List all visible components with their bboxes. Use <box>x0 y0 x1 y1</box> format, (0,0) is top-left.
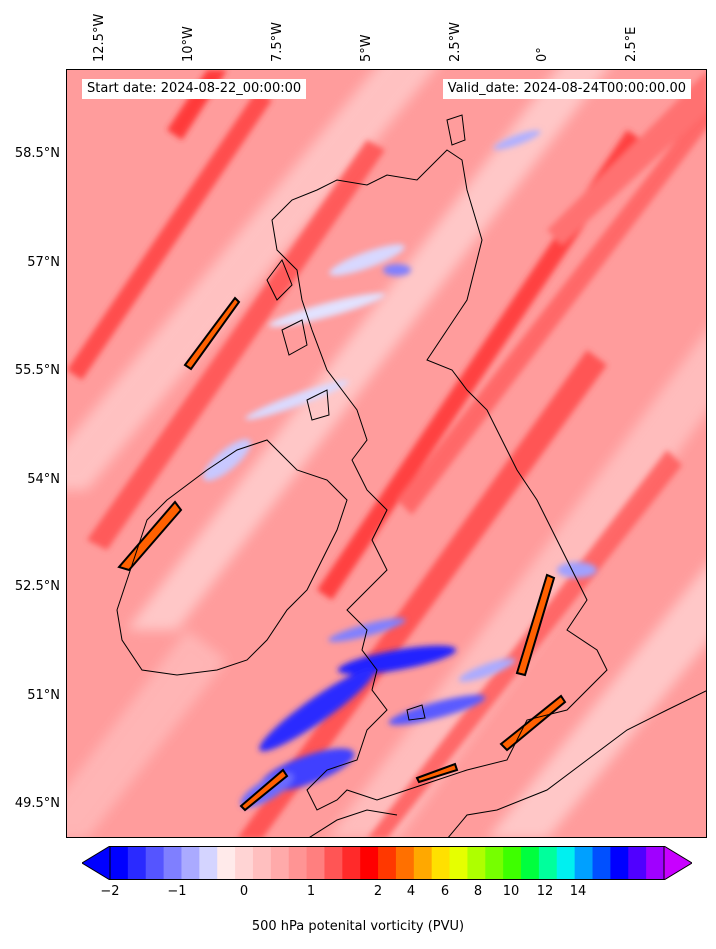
colorbar-cell <box>646 846 665 880</box>
lon-label: 5°W <box>359 34 374 62</box>
colorbar-cell <box>306 846 326 880</box>
colorbar-cell <box>110 846 129 880</box>
colorbar-title: 500 hPa potenital vorticity (PVU) <box>251 919 465 934</box>
colorbar-cell <box>181 846 200 880</box>
lat-label: 49.5°N <box>14 796 60 811</box>
colorbar-tick-label: 0 <box>239 884 249 899</box>
colorbar-cell <box>503 846 522 880</box>
lat-label: 52.5°N <box>14 579 60 594</box>
colorbar-tick-label: 4 <box>406 884 416 899</box>
colorbar-cell <box>324 846 343 880</box>
colorbar-cell <box>252 846 272 880</box>
colorbar-cell <box>217 846 236 880</box>
colorbar-cell <box>574 846 594 880</box>
colorbar-cell <box>199 846 218 880</box>
lat-label: 57°N <box>27 255 60 270</box>
colorbar-cell <box>145 846 165 880</box>
colorbar <box>81 845 693 881</box>
colorbar-tick-label: 14 <box>569 884 587 899</box>
colorbar-tick-label: 6 <box>440 884 450 899</box>
lon-label: 7.5°W <box>270 21 285 62</box>
colorbar-cell <box>342 846 361 880</box>
lon-label: 12.5°W <box>92 13 107 62</box>
lon-label: 2.5°W <box>448 21 463 62</box>
colorbar-cell <box>556 846 576 880</box>
colorbar-tick-label: 10 <box>502 884 520 899</box>
colorbar-cell <box>467 846 486 880</box>
lat-label: 58.5°N <box>14 146 60 161</box>
colorbar-cell <box>360 846 379 880</box>
colorbar-cell <box>538 846 558 880</box>
colorbar-extend-low <box>81 845 111 881</box>
valid-date-label: Valid_date: 2024-08-24T00:00:00.00 <box>442 79 691 99</box>
lat-label: 54°N <box>27 472 60 487</box>
colorbar-cell <box>449 846 469 880</box>
colorbar-cell <box>270 846 290 880</box>
colorbar-tick-label: 2 <box>373 884 383 899</box>
colorbar-extend-high <box>663 845 693 881</box>
colorbar-swatches <box>81 845 693 881</box>
map-plot-area: Start date: 2024-08-22_00:00:00 Valid_da… <box>66 69 707 838</box>
colorbar-tick-label: 12 <box>536 884 554 899</box>
lon-label: 0° <box>535 47 550 62</box>
colorbar-cell <box>628 846 647 880</box>
lat-label: 51°N <box>27 688 60 703</box>
start-date-label: Start date: 2024-08-22_00:00:00 <box>82 79 307 99</box>
lon-label: 2.5°E <box>624 26 639 62</box>
colorbar-cell <box>431 846 451 880</box>
lon-label: 10°W <box>181 26 196 62</box>
colorbar-tick-label: −1 <box>167 884 187 899</box>
colorbar-cell <box>378 846 397 880</box>
colorbar-cell <box>610 846 629 880</box>
colorbar-cell <box>413 846 433 880</box>
colorbar-tick-label: 8 <box>473 884 483 899</box>
colorbar-cell <box>127 846 147 880</box>
colorbar-cell <box>395 846 415 880</box>
colorbar-cell <box>163 846 183 880</box>
colorbar-tick-label: 1 <box>306 884 316 899</box>
pv-field <box>67 70 706 837</box>
colorbar-cell <box>288 846 308 880</box>
colorbar-cell <box>485 846 504 880</box>
lat-label: 55.5°N <box>14 363 60 378</box>
colorbar-cell <box>235 846 254 880</box>
colorbar-cell <box>521 846 540 880</box>
colorbar-tick-label: −2 <box>100 884 120 899</box>
colorbar-cell <box>592 846 611 880</box>
